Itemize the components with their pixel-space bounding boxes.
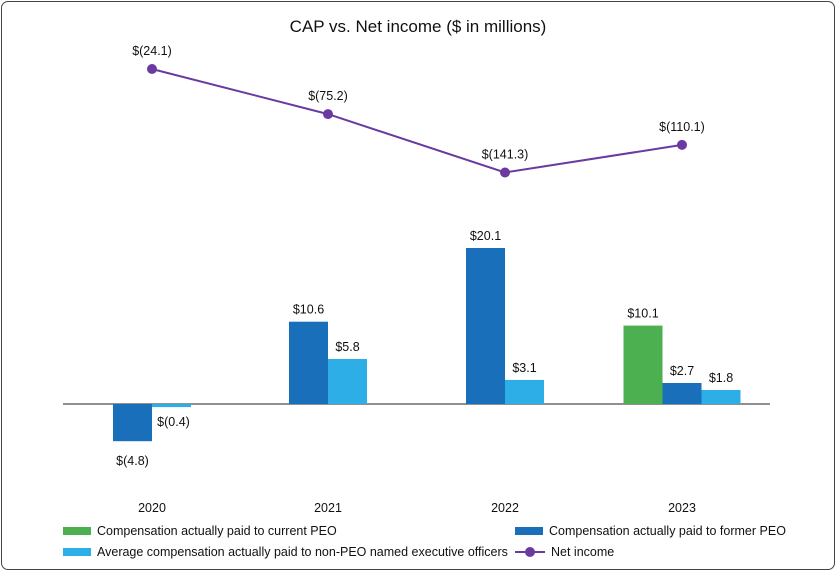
bar-2020-series-2 xyxy=(152,404,191,408)
bar-2023-series-1 xyxy=(662,383,702,404)
net-income-line-layer: $(24.1) $(75.2) $(141.3) $(110.1) xyxy=(132,44,705,178)
net-income-point-2023 xyxy=(677,139,687,150)
bar-label-2023-series-0: $10.1 xyxy=(627,307,658,321)
bar-2021-series-1 xyxy=(289,321,328,404)
bar-2020-series-1 xyxy=(113,404,152,442)
chart-title: CAP vs. Net income ($ in millions) xyxy=(290,17,547,36)
bar-label-2020-series-2: $(0.4) xyxy=(157,415,190,429)
net-income-label-2023: $(110.1) xyxy=(659,120,705,134)
net-income-label-2020: $(24.1) xyxy=(132,44,172,58)
bar-label-2020-series-1: $(4.8) xyxy=(116,454,149,468)
net-income-point-2021 xyxy=(323,109,333,120)
x-tick-label-2023: 2023 xyxy=(668,501,696,515)
bars-layer xyxy=(113,248,741,442)
bar-labels-layer: $(4.8) $(0.4) $10.6 $5.8 $20.1 $3.1 $10.1 $2.7 $… xyxy=(116,229,733,468)
bar-label-2021-series-1: $10.6 xyxy=(293,303,324,317)
bar-2022-series-1 xyxy=(466,248,505,404)
x-tick-label-2021: 2021 xyxy=(314,501,342,515)
bar-label-2022-series-1: $20.1 xyxy=(470,229,501,243)
x-tick-label-2022: 2022 xyxy=(491,501,519,515)
bar-label-2023-series-1: $2.7 xyxy=(670,364,694,378)
bar-2023-series-0 xyxy=(623,325,663,404)
net-income-label-2021: $(75.2) xyxy=(308,89,348,103)
bar-2021-series-2 xyxy=(328,359,367,404)
bar-label-2022-series-2: $3.1 xyxy=(512,361,536,375)
bar-label-2023-series-2: $1.8 xyxy=(709,371,733,385)
bar-2022-series-2 xyxy=(505,379,544,404)
x-axis-tick-labels: 2020 2021 2022 2023 xyxy=(138,501,696,515)
net-income-line xyxy=(151,68,683,174)
net-income-label-2022: $(141.3) xyxy=(482,148,529,162)
bar-label-2021-series-2: $5.8 xyxy=(335,340,359,354)
x-tick-label-2020: 2020 xyxy=(138,501,166,515)
net-income-point-2020 xyxy=(147,64,157,74)
net-income-point-2022 xyxy=(500,167,510,178)
bar-2023-series-2 xyxy=(701,390,741,404)
